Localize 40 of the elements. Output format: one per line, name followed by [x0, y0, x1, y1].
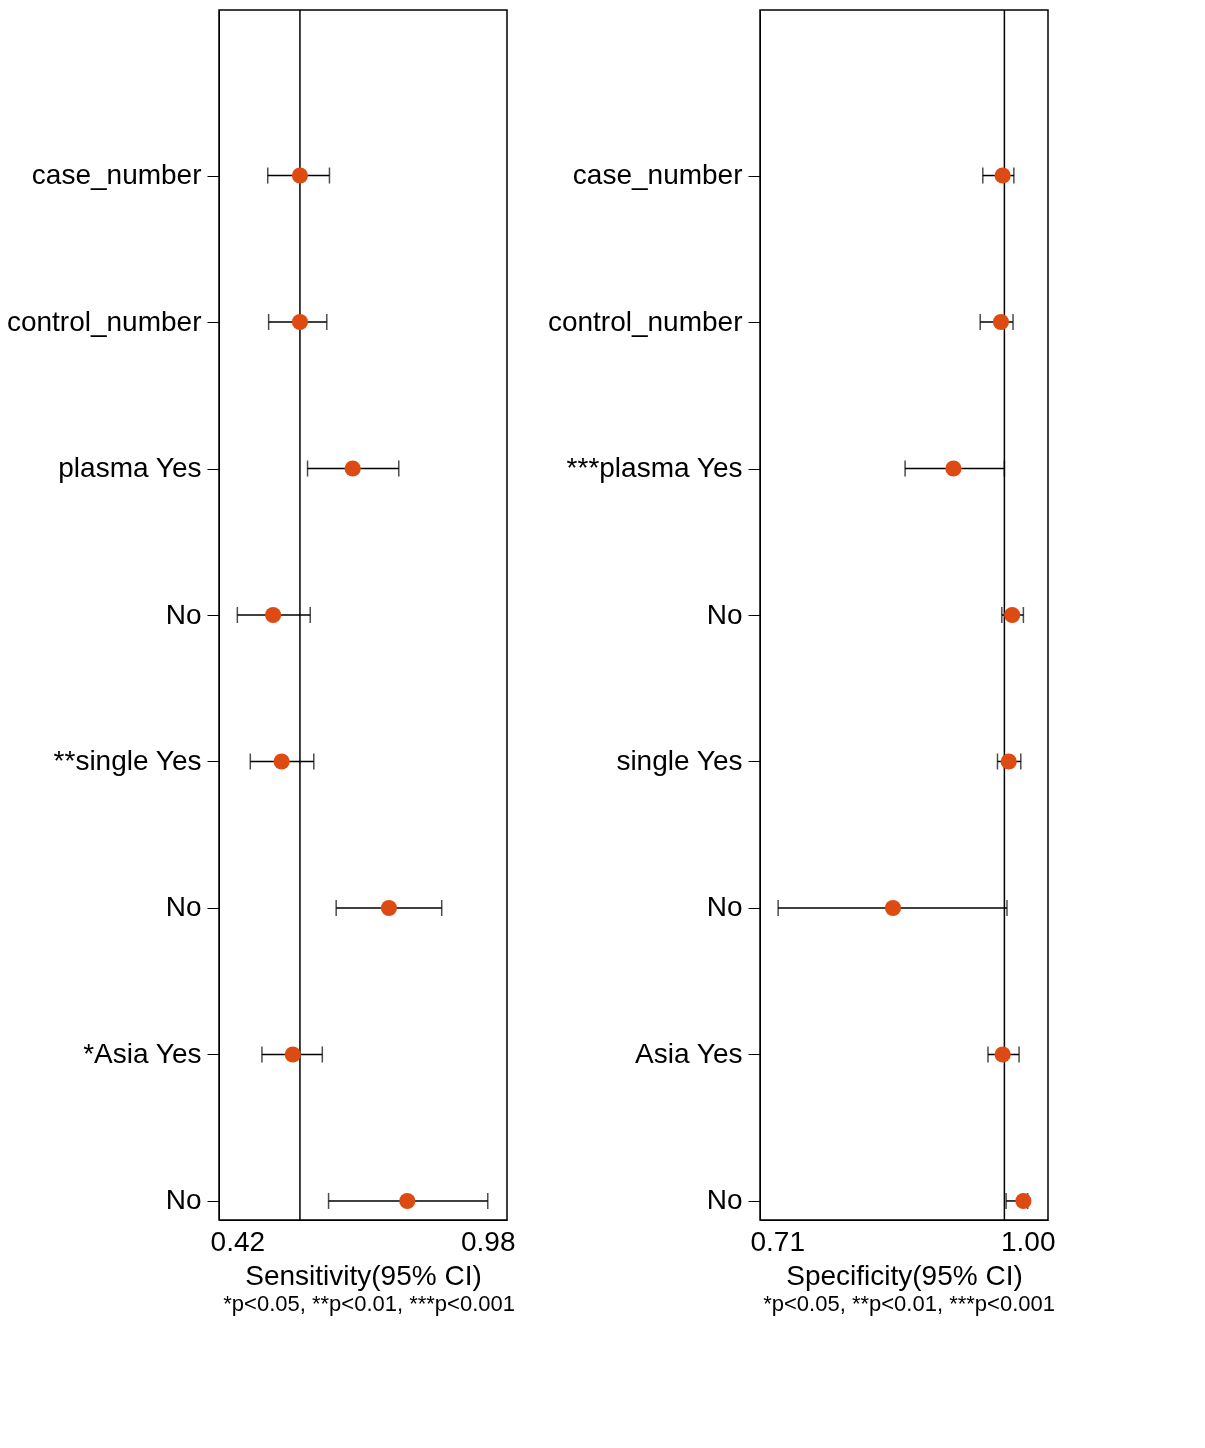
y-tick-label: single Yes: [616, 744, 743, 776]
point: [284, 1046, 301, 1063]
point: [291, 167, 309, 184]
point: [265, 606, 282, 624]
point: [1000, 753, 1017, 770]
y-tick-label: case_number: [31, 159, 202, 191]
y-tick-label: No: [706, 891, 743, 923]
point: [1004, 606, 1021, 624]
point: [344, 460, 361, 477]
point: [291, 313, 309, 331]
point: [992, 313, 1009, 331]
point: [1015, 1192, 1032, 1209]
point: [945, 460, 962, 477]
x-axis-title: Sensitivity(95% CI): [245, 1259, 482, 1291]
y-tick-label: No: [165, 598, 202, 630]
y-tick-label: *Asia Yes: [83, 1037, 202, 1069]
y-tick-label: No: [165, 1184, 202, 1216]
x-tick-label: 0.71: [750, 1225, 806, 1257]
point: [884, 899, 902, 917]
y-tick-label: No: [706, 598, 743, 630]
x-tick-label: 0.42: [210, 1225, 266, 1257]
y-tick-label: case_number: [572, 159, 743, 191]
text: *p<0.05, **p<0.01, ***p<0.001: [223, 1291, 516, 1316]
y-tick-label: control_number: [547, 305, 743, 337]
x-tick-label: 1.00: [1000, 1225, 1056, 1257]
point: [399, 1192, 416, 1209]
x-axis-title: Specificity(95% CI): [786, 1259, 1023, 1291]
x-tick-label: 0.98: [461, 1225, 516, 1257]
point: [380, 899, 397, 917]
y-tick-label: control_number: [6, 305, 202, 337]
annotation: *p<0.05, **p<0.01, ***p<0.001: [763, 1291, 1055, 1316]
point: [994, 167, 1011, 184]
point: [994, 1046, 1011, 1063]
y-tick-label: plasma Yes: [58, 452, 202, 484]
y-tick-label: ***plasma Yes: [566, 452, 743, 484]
y-tick-label: No: [706, 1184, 743, 1216]
point: [273, 753, 290, 770]
y-tick-label: No: [165, 891, 202, 923]
y-tick-label: **single Yes: [53, 744, 202, 776]
y-tick-label: Asia Yes: [635, 1037, 743, 1069]
